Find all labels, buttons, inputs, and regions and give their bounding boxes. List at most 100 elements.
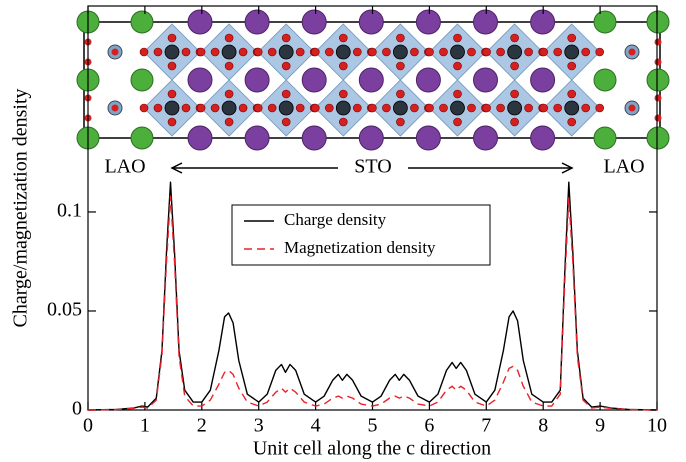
la-atom: [130, 10, 154, 34]
y-axis-label: Charge/magnetization density: [10, 88, 32, 327]
o-atom: [324, 47, 334, 57]
o-atom: [453, 61, 462, 71]
ti-atom: [392, 100, 408, 116]
o-atom: [439, 47, 448, 57]
sr-atom: [244, 125, 270, 151]
sr-atom: [301, 9, 327, 35]
o-atom: [425, 103, 434, 113]
sr-atom: [415, 9, 441, 35]
o-atom: [281, 117, 291, 127]
sr-atom: [358, 67, 384, 93]
sr-atom: [358, 125, 384, 151]
o-atom: [396, 117, 405, 127]
o-atom: [139, 103, 149, 113]
ti-atom: [278, 100, 294, 116]
o-atom: [439, 103, 448, 113]
o-atom: [210, 103, 220, 113]
o-atom: [181, 103, 191, 113]
o-atom: [567, 117, 577, 127]
o-atom: [253, 103, 263, 113]
x-tick-label: 9: [595, 415, 605, 437]
o-atom: [467, 103, 476, 113]
o-atom: [139, 47, 149, 57]
o-atom: [567, 61, 577, 71]
o-atom: [654, 94, 662, 102]
o-atom: [224, 117, 234, 127]
o-atom: [295, 47, 305, 57]
sr-atom: [530, 9, 556, 35]
ti-atom: [164, 44, 180, 60]
la-atom: [646, 10, 670, 34]
sr-atom: [187, 67, 213, 93]
la-atom: [646, 126, 670, 150]
o-atom: [654, 114, 662, 122]
la-atom: [593, 126, 617, 150]
sr-atom: [244, 67, 270, 93]
o-atom: [396, 89, 405, 99]
o-atom: [467, 47, 476, 57]
sr-atom: [187, 9, 213, 35]
ti-atom: [507, 100, 522, 116]
o-atom: [167, 61, 177, 71]
series-line: [87, 195, 658, 411]
la-atom: [646, 68, 670, 92]
o-atom: [324, 103, 334, 113]
o-atom: [196, 103, 206, 113]
o-atom: [524, 103, 533, 113]
la-atom: [130, 68, 154, 92]
ti-atom: [450, 100, 465, 116]
annotation: LAO: [603, 156, 644, 178]
x-axis-label: Unit cell along the c direction: [253, 438, 491, 460]
o-atom: [567, 33, 577, 43]
o-atom: [654, 38, 662, 46]
o-atom: [396, 61, 405, 71]
ti-atom: [221, 100, 237, 116]
o-atom: [267, 103, 277, 113]
o-atom: [425, 47, 434, 57]
o-atom: [567, 89, 577, 99]
o-atom: [396, 33, 405, 43]
y-tick-label: 0.1: [57, 200, 82, 222]
series-line: [87, 181, 658, 411]
o-atom: [310, 47, 320, 57]
o-atom: [410, 103, 419, 113]
o-atom: [352, 47, 362, 57]
o-atom: [167, 33, 177, 43]
la-atom: [593, 10, 617, 34]
ti-atom: [278, 44, 294, 60]
o-atom: [595, 47, 605, 57]
o-atom: [539, 103, 549, 113]
o-atom: [453, 33, 462, 43]
o-atom: [453, 89, 462, 99]
sr-atom: [530, 67, 556, 93]
o-atom: [368, 47, 377, 57]
ti-atom: [564, 100, 580, 116]
y-tick-label: 0: [72, 398, 82, 420]
o-atom: [281, 61, 291, 71]
o-atom: [338, 89, 348, 99]
o-atom: [253, 47, 263, 57]
o-atom: [153, 47, 163, 57]
annotation: STO: [354, 156, 391, 178]
ti-atom: [335, 44, 351, 60]
o-atom: [553, 47, 563, 57]
o-atom: [267, 47, 277, 57]
o-atom: [524, 47, 533, 57]
o-atom: [338, 61, 348, 71]
o-atom: [553, 103, 563, 113]
o-atom: [167, 117, 177, 127]
o-atom: [496, 47, 505, 57]
sr-atom: [301, 125, 327, 151]
ti-atom: [564, 44, 580, 60]
o-atom: [338, 117, 348, 127]
ti-atom: [164, 100, 180, 116]
o-atom: [111, 104, 119, 112]
o-atom: [295, 103, 305, 113]
sr-atom: [187, 125, 213, 151]
la-atom: [130, 126, 154, 150]
sto-arrow: [170, 162, 574, 174]
o-atom: [310, 103, 320, 113]
o-atom: [238, 47, 248, 57]
o-atom: [281, 89, 291, 99]
